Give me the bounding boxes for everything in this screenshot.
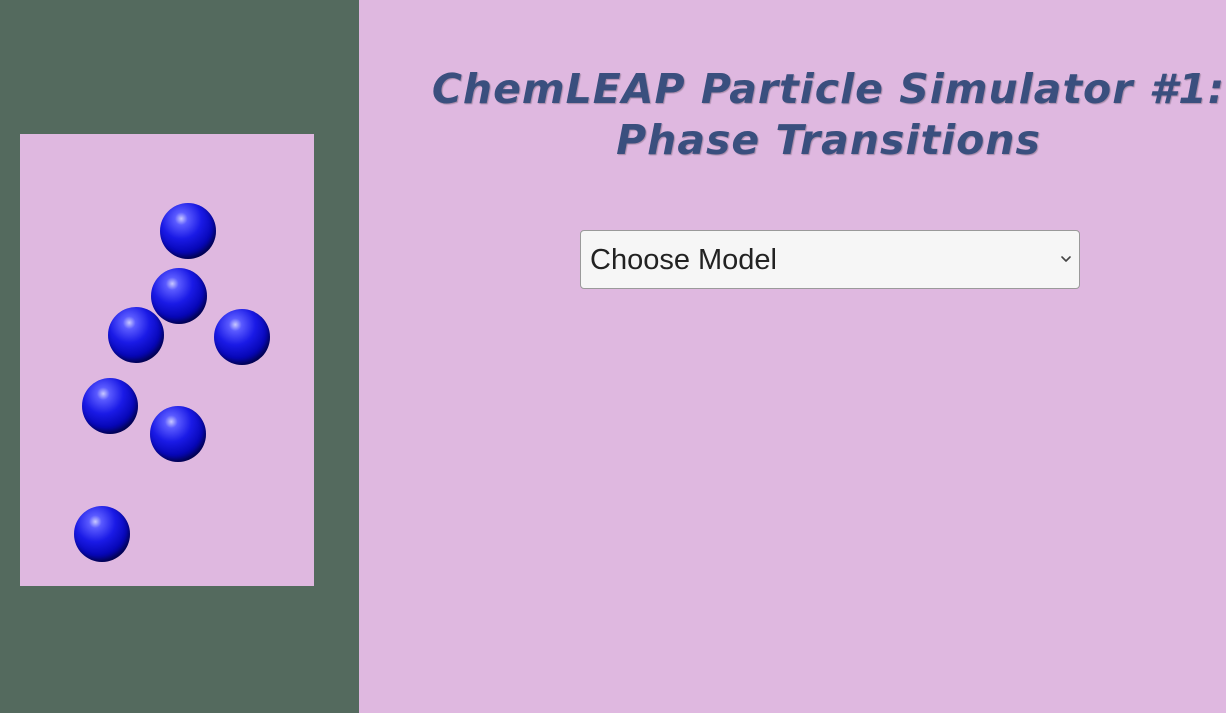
- particle: [214, 309, 270, 365]
- page-title: ChemLEAP Particle Simulator #1: Phase Tr…: [359, 64, 1226, 166]
- particle: [108, 307, 164, 363]
- particle: [150, 406, 206, 462]
- simulation-panel: [0, 0, 359, 713]
- particle: [74, 506, 130, 562]
- page-title-line-1: ChemLEAP Particle Simulator #1:: [431, 65, 1226, 113]
- controls-panel: ChemLEAP Particle Simulator #1: Phase Tr…: [359, 0, 1226, 713]
- particle: [160, 203, 216, 259]
- page-title-line-2: Phase Transitions: [616, 116, 1041, 164]
- particle-container: [20, 134, 314, 586]
- particle: [151, 268, 207, 324]
- particle: [82, 378, 138, 434]
- model-select[interactable]: Choose Model: [580, 230, 1080, 289]
